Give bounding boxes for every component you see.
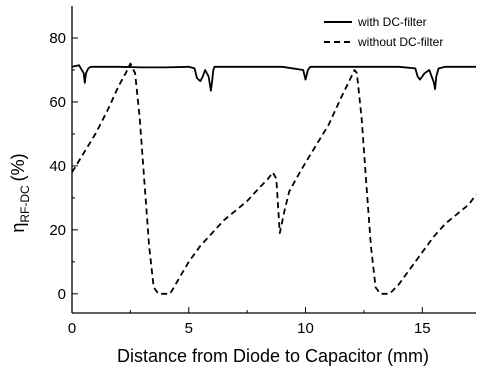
y-axis-title-unit: (%) [8,153,28,181]
y-axis-title-symbol: η [8,223,28,233]
y-axis-title: ηRF-DC (%) [8,153,32,232]
x-tick-label: 10 [297,320,314,337]
y-tick-label: 40 [49,158,66,175]
series-line-without-dc-filter [71,62,477,295]
y-tick-label: 0 [58,286,66,303]
series-layer [71,62,477,295]
y-axis-ticks: 0 20 40 60 80 [49,30,78,303]
x-axis-ticks: 0 5 10 15 [68,307,431,337]
x-tick-label: 0 [68,320,76,337]
y-tick-label: 80 [49,30,66,47]
y-tick-label: 20 [49,222,66,239]
legend-label-with-dc-filter: with DC-filter [357,15,427,29]
series-line-with-dc-filter [71,64,476,92]
y-axis-title-subscript: RF-DC [18,185,32,223]
x-tick-label: 15 [414,320,431,337]
plot-frame [71,6,476,314]
svg-text:ηRF-DC(%): ηRF-DC (%) [8,153,32,232]
y-tick-label: 60 [49,94,66,111]
legend: with DC-filter without DC-filter [324,15,443,49]
x-tick-label: 5 [185,320,193,337]
legend-label-without-dc-filter: without DC-filter [357,35,443,49]
x-axis-title: Distance from Diode to Capacitor (mm) [117,346,429,366]
